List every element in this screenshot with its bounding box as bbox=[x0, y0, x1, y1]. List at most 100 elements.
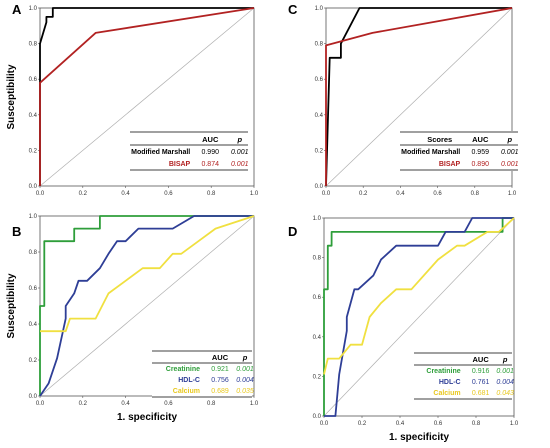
roc-panel-c: 0.00.0 0.2 0.2 0.4 0.4 0.6 0.6 0.8 0.8 1.0 1.0 C Sco… bbox=[288, 2, 519, 197]
panel-label: B bbox=[12, 224, 21, 239]
roc-curve-hdl-c bbox=[324, 217, 514, 417]
table-row-auc: 0.756 bbox=[211, 377, 229, 384]
x-tick-label: 0.2 bbox=[359, 191, 368, 197]
table-row-label: Calcium bbox=[173, 388, 200, 395]
table-row-label: BISAP bbox=[169, 161, 191, 168]
y-tick-label: 0.6 bbox=[313, 295, 322, 301]
table-header-auc: AUC bbox=[473, 355, 490, 364]
y-tick-label: 0.0 bbox=[315, 184, 324, 190]
y-tick-label: 0.4 bbox=[29, 322, 38, 328]
x-tick-label: 0.0 bbox=[36, 191, 45, 197]
x-tick-label: 0.6 bbox=[433, 191, 442, 197]
table-row-label: BISAP bbox=[439, 161, 461, 168]
x-tick-label: 0.6 bbox=[164, 191, 173, 197]
roc-curve-bisap bbox=[325, 7, 513, 186]
reference-diagonal bbox=[39, 215, 255, 397]
table-row-label: Modified Marshall bbox=[131, 149, 190, 156]
reference-diagonal bbox=[323, 217, 515, 417]
x-tick-label: 0.0 bbox=[36, 401, 45, 407]
roc-curve-calcium bbox=[323, 217, 515, 375]
y-tick-label: 1.0 bbox=[313, 216, 322, 222]
table-row-auc: 0.990 bbox=[201, 149, 219, 156]
panel-label: A bbox=[12, 2, 22, 17]
panel-label: D bbox=[288, 224, 297, 239]
roc-curve-creatinine bbox=[323, 217, 514, 416]
x-tick-label: 0.2 bbox=[358, 421, 367, 427]
roc-panel-d: 0.00.0 0.2 0.2 0.4 0.4 0.6 0.6 0.8 0.8 1.0 1.0 D 1. … bbox=[288, 216, 519, 443]
auc-table: AUC p Creatinine 0.921 0.001 HDL-C 0.756 0.004 C… bbox=[152, 350, 254, 398]
table-row-p: 0.001 bbox=[501, 161, 519, 168]
x-tick-label: 0.2 bbox=[79, 401, 88, 407]
table-row-label: Calcium bbox=[433, 390, 460, 397]
x-tick-label: 1.0 bbox=[510, 421, 519, 427]
table-row-p: 0.035 bbox=[236, 388, 254, 395]
table-row-p: 0.001 bbox=[231, 149, 249, 156]
auc-table-bg bbox=[400, 131, 518, 171]
table-row-label: Creatinine bbox=[426, 368, 460, 375]
x-tick-label: 1.0 bbox=[250, 401, 259, 407]
auc-table-bg bbox=[130, 131, 248, 171]
x-axis-label: 1. specificity bbox=[389, 432, 449, 443]
table-row-label: HDL-C bbox=[178, 377, 200, 384]
y-tick-label: 1.0 bbox=[29, 6, 38, 12]
x-tick-label: 0.8 bbox=[471, 191, 480, 197]
y-tick-label: 0.0 bbox=[313, 414, 322, 420]
y-tick-label: 0.6 bbox=[29, 77, 38, 83]
table-row-label: Modified Marshall bbox=[401, 149, 460, 156]
table-header-auc: AUC bbox=[212, 353, 229, 362]
table-row-label: Creatinine bbox=[166, 366, 200, 373]
roc-curve-creatinine bbox=[39, 215, 254, 396]
table-row-p: 0.043 bbox=[496, 390, 514, 397]
y-tick-label: 0.8 bbox=[315, 42, 324, 48]
y-tick-label: 0.4 bbox=[315, 113, 324, 119]
table-row-auc: 0.921 bbox=[211, 366, 229, 373]
table-row-label: HDL-C bbox=[439, 379, 461, 386]
x-tick-label: 0.0 bbox=[320, 421, 329, 427]
auc-table: Scores AUC p Modified Marshall 0.959 0.001 BIS… bbox=[400, 131, 519, 171]
x-tick-label: 0.8 bbox=[472, 421, 481, 427]
auc-table-bg bbox=[414, 352, 512, 400]
y-tick-label: 0.4 bbox=[29, 113, 38, 119]
x-tick-label: 0.0 bbox=[322, 191, 331, 197]
x-tick-label: 0.4 bbox=[396, 191, 405, 197]
x-tick-label: 0.6 bbox=[164, 401, 173, 407]
y-tick-label: 0.8 bbox=[29, 42, 38, 48]
table-row-p: 0.001 bbox=[231, 161, 249, 168]
roc-curve-bisap bbox=[39, 7, 255, 186]
y-axis-label: Susceptibility bbox=[6, 273, 17, 338]
y-tick-label: 0.2 bbox=[315, 148, 324, 154]
table-row-auc: 0.890 bbox=[471, 161, 489, 168]
y-tick-label: 1.0 bbox=[29, 214, 38, 220]
y-axis-label: Susceptibility bbox=[6, 64, 17, 129]
y-tick-label: 0.2 bbox=[29, 358, 38, 364]
x-tick-label: 0.4 bbox=[121, 191, 130, 197]
y-tick-label: 0.8 bbox=[29, 250, 38, 256]
x-tick-label: 0.6 bbox=[434, 421, 443, 427]
roc-panel-a: 0.00.0 0.2 0.2 0.4 0.4 0.6 0.6 0.8 0.8 1.0 1.0 A Sus… bbox=[6, 2, 259, 197]
auc-table-bg bbox=[152, 350, 252, 398]
roc-curve-modified-marshall bbox=[39, 7, 254, 186]
table-row-p: 0.004 bbox=[496, 379, 514, 386]
roc-curve-hdl-c bbox=[39, 215, 254, 397]
table-header-p: p bbox=[502, 355, 508, 364]
y-tick-label: 0.0 bbox=[29, 394, 38, 400]
y-tick-label: 0.6 bbox=[315, 77, 324, 83]
table-row-p: 0.001 bbox=[236, 366, 254, 373]
auc-table: AUC p Modified Marshall 0.990 0.001 BISAP 0.87… bbox=[130, 131, 249, 171]
table-header-auc: AUC bbox=[472, 135, 489, 144]
x-axis-label: 1. specificity bbox=[117, 412, 177, 423]
table-header-scores: Scores bbox=[427, 135, 452, 144]
x-tick-label: 0.8 bbox=[207, 401, 216, 407]
y-tick-label: 0.2 bbox=[29, 148, 38, 154]
roc-panel-b: 0.00.0 0.2 0.2 0.4 0.4 0.6 0.6 0.8 0.8 1.0 1.0 B Sus… bbox=[6, 214, 259, 423]
table-header-p: p bbox=[242, 353, 248, 362]
y-tick-label: 0.2 bbox=[313, 374, 322, 380]
x-tick-label: 0.4 bbox=[121, 401, 130, 407]
table-row-auc: 0.874 bbox=[201, 161, 219, 168]
x-tick-label: 0.2 bbox=[79, 191, 88, 197]
y-tick-label: 0.0 bbox=[29, 184, 38, 190]
table-row-p: 0.004 bbox=[236, 377, 254, 384]
roc-curve-modified-marshall bbox=[325, 7, 512, 187]
table-header-p: p bbox=[506, 135, 512, 144]
roc-curve-calcium bbox=[40, 215, 255, 333]
